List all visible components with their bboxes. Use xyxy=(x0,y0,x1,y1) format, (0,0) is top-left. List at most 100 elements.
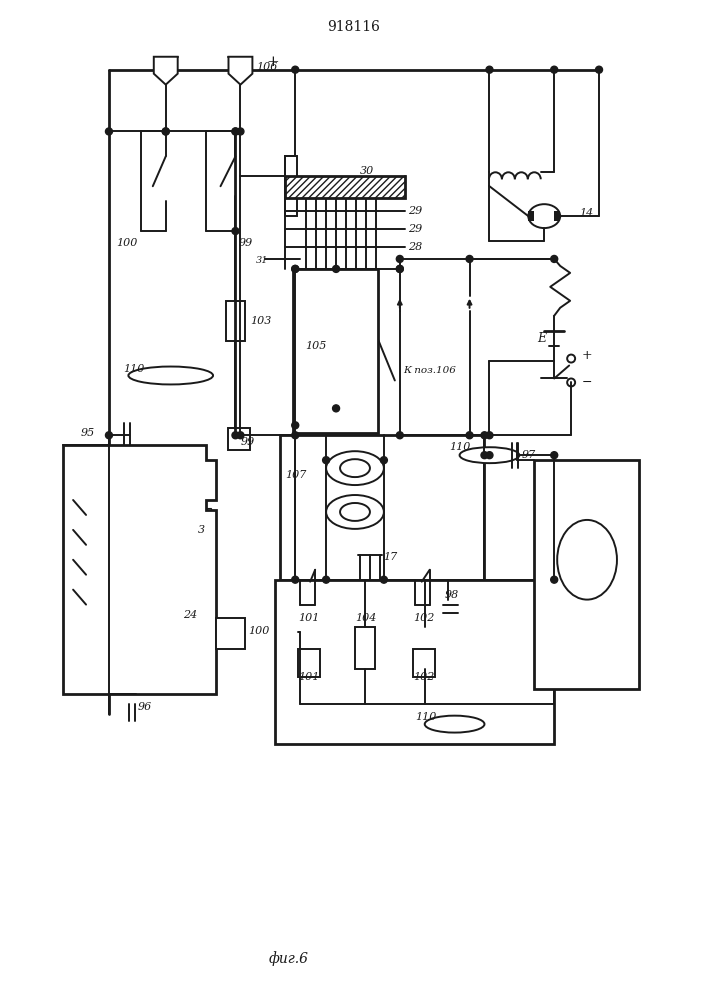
Circle shape xyxy=(486,452,493,459)
Bar xyxy=(355,627,375,669)
Polygon shape xyxy=(228,57,252,85)
Polygon shape xyxy=(63,445,216,694)
Text: 104: 104 xyxy=(355,613,376,623)
Bar xyxy=(534,460,639,689)
Text: 110: 110 xyxy=(123,364,144,374)
Text: 29: 29 xyxy=(408,206,422,216)
Text: 95: 95 xyxy=(81,428,95,438)
Text: 100: 100 xyxy=(248,626,270,636)
Ellipse shape xyxy=(528,204,560,228)
Text: К поз.106: К поз.106 xyxy=(403,366,456,375)
Text: +: + xyxy=(582,349,592,362)
Circle shape xyxy=(237,128,244,135)
Circle shape xyxy=(397,265,403,272)
Text: 918116: 918116 xyxy=(327,20,380,34)
Circle shape xyxy=(380,457,387,464)
Circle shape xyxy=(551,66,558,73)
Bar xyxy=(293,269,378,433)
Ellipse shape xyxy=(129,367,213,384)
Text: 14: 14 xyxy=(579,208,593,218)
Circle shape xyxy=(397,265,403,272)
Text: 101: 101 xyxy=(298,672,320,682)
Circle shape xyxy=(481,452,488,459)
Circle shape xyxy=(332,265,339,272)
Bar xyxy=(285,176,405,198)
Circle shape xyxy=(292,432,299,439)
Circle shape xyxy=(292,576,299,583)
Circle shape xyxy=(105,432,112,439)
Text: 17: 17 xyxy=(383,552,397,562)
Circle shape xyxy=(232,128,239,135)
Circle shape xyxy=(397,255,403,262)
Circle shape xyxy=(322,576,329,583)
Circle shape xyxy=(105,128,112,135)
Circle shape xyxy=(232,128,239,135)
Ellipse shape xyxy=(326,495,384,529)
Polygon shape xyxy=(154,57,177,85)
Text: 110: 110 xyxy=(415,712,436,722)
Bar xyxy=(554,211,560,221)
Text: Е: Е xyxy=(537,332,547,345)
Bar xyxy=(528,211,534,221)
Ellipse shape xyxy=(326,451,384,485)
Text: 102: 102 xyxy=(413,672,434,682)
Circle shape xyxy=(551,576,558,583)
Text: 106: 106 xyxy=(257,62,278,72)
Text: 3: 3 xyxy=(198,525,205,535)
Bar xyxy=(280,435,484,580)
Circle shape xyxy=(486,66,493,73)
Bar xyxy=(285,156,297,216)
Circle shape xyxy=(332,405,339,412)
Text: 30: 30 xyxy=(360,166,374,176)
Bar xyxy=(298,649,320,677)
Circle shape xyxy=(595,66,602,73)
Circle shape xyxy=(551,255,558,262)
Circle shape xyxy=(551,452,558,459)
Circle shape xyxy=(292,66,299,73)
Circle shape xyxy=(237,432,244,439)
Text: 28: 28 xyxy=(408,242,422,252)
Text: 31: 31 xyxy=(255,256,268,265)
Bar xyxy=(413,649,435,677)
Text: 110: 110 xyxy=(450,442,471,452)
Circle shape xyxy=(322,457,329,464)
Polygon shape xyxy=(66,450,211,689)
Ellipse shape xyxy=(340,459,370,477)
Circle shape xyxy=(292,422,299,429)
Circle shape xyxy=(397,432,403,439)
Text: 105: 105 xyxy=(305,341,327,351)
Text: 107: 107 xyxy=(285,470,307,480)
Ellipse shape xyxy=(460,447,520,463)
Text: фиг.6: фиг.6 xyxy=(268,951,308,966)
Bar xyxy=(216,618,245,649)
Circle shape xyxy=(162,128,169,135)
Bar xyxy=(226,301,245,341)
Bar xyxy=(539,465,634,684)
Text: 98: 98 xyxy=(445,590,459,600)
Text: 99: 99 xyxy=(240,437,255,447)
Circle shape xyxy=(232,432,239,439)
Bar xyxy=(228,428,250,450)
Circle shape xyxy=(292,265,299,272)
Circle shape xyxy=(380,576,387,583)
Ellipse shape xyxy=(340,503,370,521)
Text: 96: 96 xyxy=(138,702,152,712)
Text: 24: 24 xyxy=(182,610,197,620)
Text: 103: 103 xyxy=(250,316,271,326)
Bar xyxy=(360,319,378,408)
Text: 97: 97 xyxy=(521,450,536,460)
Text: −: − xyxy=(582,376,592,389)
Circle shape xyxy=(232,228,239,235)
Circle shape xyxy=(162,128,169,135)
Text: 99: 99 xyxy=(238,238,252,248)
Ellipse shape xyxy=(557,520,617,600)
Circle shape xyxy=(486,432,493,439)
Circle shape xyxy=(292,265,299,272)
Circle shape xyxy=(466,255,473,262)
Text: 100: 100 xyxy=(116,238,137,248)
Ellipse shape xyxy=(425,716,484,733)
Text: 102: 102 xyxy=(413,613,434,623)
Bar xyxy=(275,580,554,744)
Text: 29: 29 xyxy=(408,224,422,234)
Circle shape xyxy=(466,432,473,439)
